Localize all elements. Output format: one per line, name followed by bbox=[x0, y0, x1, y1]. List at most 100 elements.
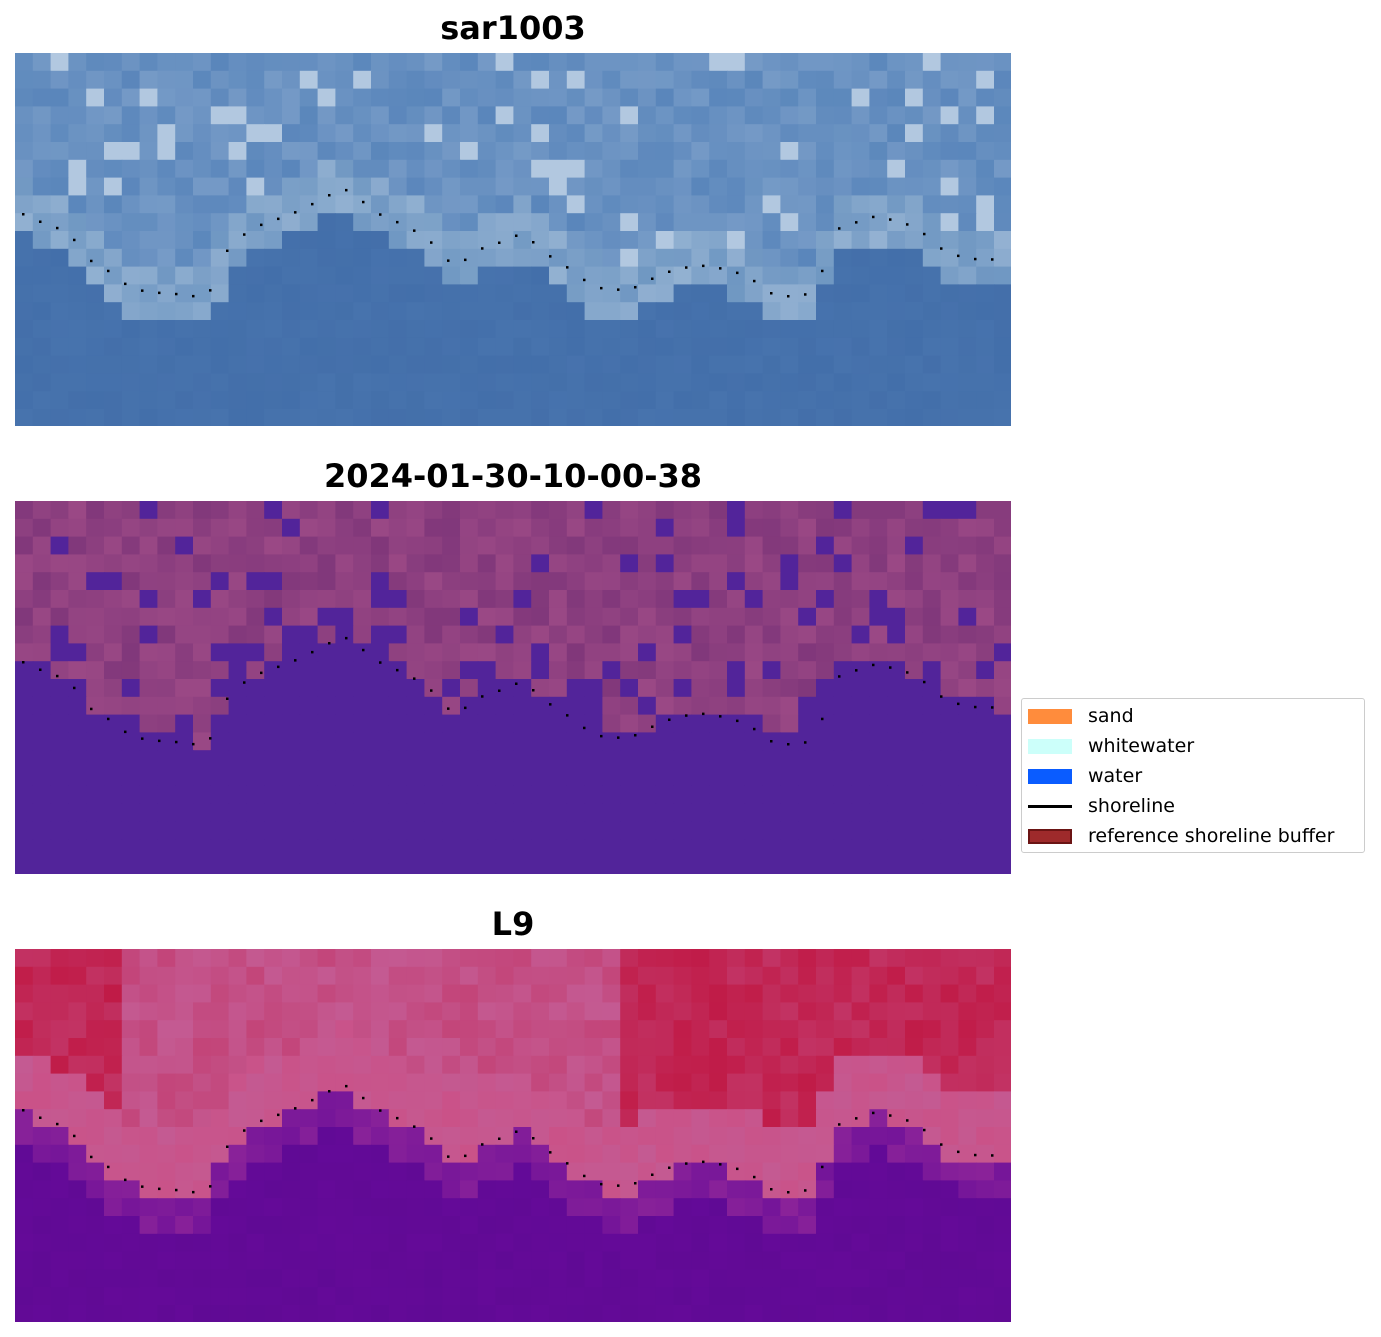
image-pixel bbox=[727, 857, 746, 874]
image-pixel bbox=[673, 821, 692, 840]
image-pixel bbox=[602, 284, 621, 303]
image-pixel bbox=[566, 1233, 586, 1253]
image-pixel bbox=[264, 1109, 283, 1128]
image-pixel bbox=[121, 803, 141, 822]
shoreline-dot bbox=[855, 669, 858, 672]
reference-buffer-swatch bbox=[1028, 829, 1072, 844]
shoreline-dot bbox=[56, 226, 59, 230]
shoreline-dot bbox=[328, 642, 331, 645]
shoreline-dot bbox=[685, 1162, 688, 1165]
image-pixel bbox=[121, 53, 141, 72]
image-pixel bbox=[549, 590, 568, 609]
image-pixel bbox=[68, 266, 87, 285]
image-pixel bbox=[762, 768, 781, 787]
image-pixel bbox=[620, 750, 639, 769]
image-pixel bbox=[335, 159, 354, 179]
image-pixel bbox=[282, 785, 301, 805]
image-pixel bbox=[406, 177, 425, 196]
shoreline-dot bbox=[124, 282, 127, 286]
image-pixel bbox=[32, 768, 52, 787]
image-pixel bbox=[68, 1287, 87, 1306]
image-pixel bbox=[442, 213, 461, 232]
image-pixel bbox=[940, 1002, 959, 1021]
image-pixel bbox=[175, 373, 194, 392]
image-pixel bbox=[869, 88, 888, 107]
image-pixel bbox=[851, 1233, 870, 1253]
image-pixel bbox=[780, 373, 799, 392]
image-pixel bbox=[833, 142, 853, 161]
image-pixel bbox=[264, 750, 283, 769]
image-pixel bbox=[691, 501, 710, 520]
image-pixel bbox=[887, 320, 906, 339]
image-pixel bbox=[958, 320, 977, 339]
image-pixel bbox=[50, 984, 69, 1003]
image-pixel bbox=[299, 714, 319, 733]
image-pixel bbox=[905, 409, 924, 426]
image-pixel bbox=[86, 1251, 105, 1270]
image-pixel bbox=[922, 714, 942, 733]
image-pixel bbox=[317, 607, 336, 627]
image-pixel bbox=[655, 1269, 675, 1288]
image-pixel bbox=[193, 320, 212, 339]
image-pixel bbox=[709, 1127, 728, 1146]
image-pixel bbox=[851, 949, 870, 968]
image-pixel bbox=[388, 1287, 408, 1306]
image-pixel bbox=[228, 714, 247, 733]
image-pixel bbox=[477, 106, 497, 125]
image-pixel bbox=[157, 106, 176, 125]
image-pixel bbox=[175, 355, 194, 374]
image-pixel bbox=[549, 266, 568, 285]
image-pixel bbox=[50, 142, 69, 161]
image-pixel bbox=[869, 337, 888, 357]
image-pixel bbox=[638, 1091, 657, 1110]
image-pixel bbox=[833, 839, 853, 858]
image-pixel bbox=[282, 857, 301, 874]
image-pixel bbox=[175, 625, 194, 644]
image-pixel bbox=[584, 53, 603, 72]
image-pixel bbox=[228, 949, 247, 968]
image-pixel bbox=[851, 1055, 870, 1075]
image-pixel bbox=[104, 1144, 123, 1164]
shoreline-dot bbox=[226, 697, 229, 700]
image-pixel bbox=[958, 857, 977, 874]
image-pixel bbox=[68, 536, 87, 555]
image-pixel bbox=[816, 195, 835, 214]
image-pixel bbox=[958, 607, 977, 627]
image-pixel bbox=[584, 1109, 603, 1128]
image-pixel bbox=[673, 679, 692, 698]
image-pixel bbox=[798, 1109, 817, 1128]
image-pixel bbox=[531, 1127, 550, 1146]
image-pixel bbox=[691, 750, 710, 769]
image-pixel bbox=[157, 1038, 176, 1057]
image-pixel bbox=[531, 696, 550, 716]
image-pixel bbox=[406, 966, 425, 986]
image-pixel bbox=[620, 966, 639, 986]
shoreline-dot bbox=[634, 734, 637, 737]
image-pixel bbox=[940, 1073, 959, 1092]
image-pixel bbox=[869, 409, 888, 426]
image-pixel bbox=[353, 1073, 372, 1092]
shoreline-dot bbox=[56, 674, 59, 678]
image-pixel bbox=[655, 1020, 675, 1039]
image-pixel bbox=[86, 1073, 105, 1092]
shoreline-dot bbox=[770, 1188, 773, 1191]
image-pixel bbox=[958, 159, 977, 179]
image-pixel bbox=[15, 1198, 34, 1217]
image-pixel bbox=[139, 1162, 158, 1181]
image-pixel bbox=[246, 679, 265, 698]
image-pixel bbox=[780, 572, 799, 591]
image-pixel bbox=[246, 70, 265, 90]
image-pixel bbox=[780, 1055, 799, 1075]
image-pixel bbox=[691, 1055, 710, 1075]
image-pixel bbox=[620, 785, 639, 805]
image-pixel bbox=[602, 159, 621, 179]
image-pixel bbox=[353, 661, 372, 680]
image-pixel bbox=[727, 1162, 746, 1181]
image-pixel bbox=[193, 518, 212, 538]
image-pixel bbox=[335, 1269, 354, 1288]
image-pixel bbox=[958, 266, 977, 285]
image-pixel bbox=[495, 320, 514, 339]
image-pixel bbox=[299, 572, 319, 591]
image-pixel bbox=[353, 501, 372, 520]
image-pixel bbox=[371, 1091, 390, 1110]
